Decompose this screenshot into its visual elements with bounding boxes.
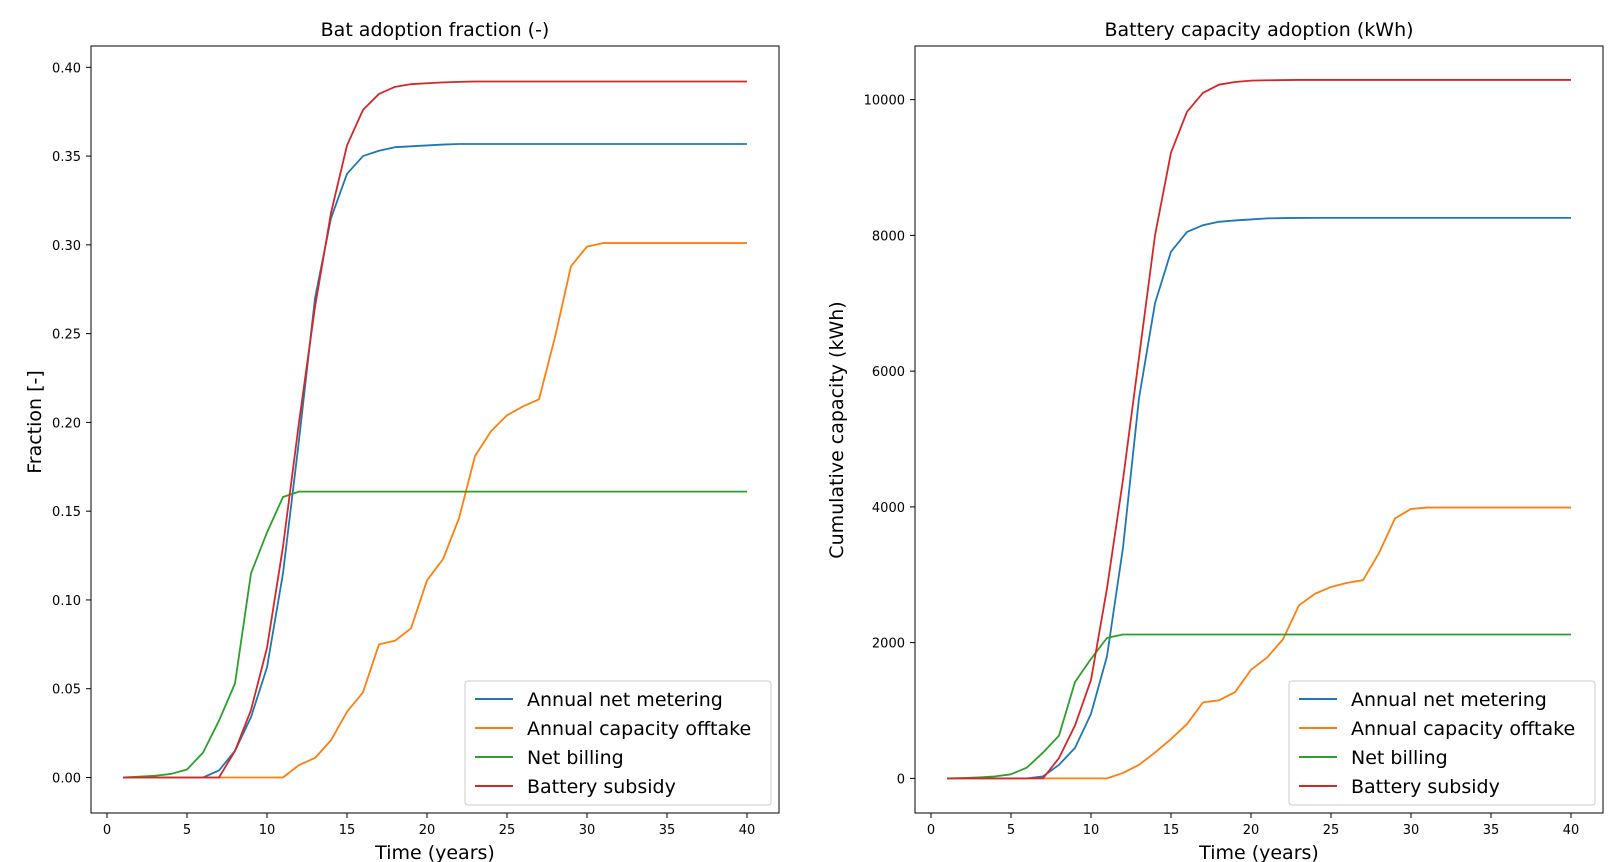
axes-frame <box>914 45 1604 814</box>
y-tick-label: 2000 <box>872 637 905 652</box>
legend-label: Annual net metering <box>1351 689 1547 711</box>
y-tick-label: 0.20 <box>52 416 81 431</box>
x-tick-label: 25 <box>1323 823 1340 838</box>
x-tick-label: 35 <box>659 823 676 838</box>
chart-panel-fraction: Bat adoption fraction (-) Time (years) F… <box>24 19 780 862</box>
y-tick-label: 0.10 <box>52 594 81 609</box>
x-tick-label: 15 <box>339 823 356 838</box>
x-tick-label: 15 <box>1163 823 1180 838</box>
y-axis-label: Fraction [-] <box>24 370 46 474</box>
series-line-3 <box>947 79 1571 780</box>
legend-label: Net billing <box>527 747 624 769</box>
chart-title: Battery capacity adoption (kWh) <box>1104 19 1413 41</box>
chart-panel-capacity: Battery capacity adoption (kWh) Time (ye… <box>826 19 1604 862</box>
y-tick-label: 0 <box>897 772 905 787</box>
y-axis-label: Cumulative capacity (kWh) <box>826 301 848 558</box>
series-line-1 <box>123 242 747 779</box>
x-tick-label: 0 <box>103 823 111 838</box>
plot-area <box>122 80 747 779</box>
y-tick-label: 0.05 <box>52 683 81 698</box>
legend-label: Annual net metering <box>527 689 723 711</box>
x-axis-label: Time (years) <box>374 842 495 862</box>
chart-title: Bat adoption fraction (-) <box>321 19 550 41</box>
y-tick-label: 0.15 <box>52 505 81 520</box>
legend: Annual net metering Annual capacity offta… <box>1288 680 1596 806</box>
y-tick-label: 6000 <box>872 365 905 380</box>
legend-box <box>464 680 772 806</box>
tick-group: 0 5 10 15 20 25 30 35 40 0.00 0.05 0.10 0.15 0.20 0.25… <box>52 61 755 838</box>
x-tick-label: 20 <box>1243 823 1260 838</box>
legend-label: Annual capacity offtake <box>527 718 751 740</box>
tick-group: 0 5 10 15 20 25 30 35 40 0 2000 4000 6000 8000 10000 <box>864 94 1580 838</box>
x-tick-label: 35 <box>1483 823 1500 838</box>
series-line-2 <box>946 633 1571 780</box>
y-tick-label: 10000 <box>864 94 905 109</box>
y-tick-label: 0.30 <box>52 239 81 254</box>
y-tick-label: 0.00 <box>52 771 81 786</box>
series-line-0 <box>947 216 1571 780</box>
x-tick-label: 5 <box>1007 823 1015 838</box>
axes-frame <box>90 45 780 814</box>
y-tick-label: 8000 <box>872 229 905 244</box>
x-tick-label: 10 <box>1083 823 1100 838</box>
series-line-0 <box>123 143 747 779</box>
x-tick-label: 0 <box>927 823 935 838</box>
x-axis-label: Time (years) <box>1198 842 1319 862</box>
x-tick-label: 25 <box>499 823 516 838</box>
x-tick-label: 40 <box>739 823 756 838</box>
plot-area <box>946 79 1571 780</box>
series-line-2 <box>122 490 747 779</box>
y-tick-label: 4000 <box>872 501 905 516</box>
series-line-3 <box>123 80 747 779</box>
legend: Annual net metering Annual capacity offta… <box>464 680 772 806</box>
y-tick-label: 0.25 <box>52 328 81 343</box>
legend-label: Battery subsidy <box>527 776 676 798</box>
x-tick-label: 5 <box>183 823 191 838</box>
x-tick-label: 30 <box>1403 823 1420 838</box>
y-tick-label: 0.40 <box>52 61 81 76</box>
y-tick-label: 0.35 <box>52 150 81 165</box>
x-tick-label: 30 <box>579 823 596 838</box>
legend-label: Battery subsidy <box>1351 776 1500 798</box>
x-tick-label: 40 <box>1563 823 1580 838</box>
x-tick-label: 20 <box>419 823 436 838</box>
x-tick-label: 10 <box>259 823 276 838</box>
legend-label: Net billing <box>1351 747 1448 769</box>
series-line-1 <box>947 506 1571 780</box>
legend-label: Annual capacity offtake <box>1351 718 1575 740</box>
legend-box <box>1288 680 1596 806</box>
